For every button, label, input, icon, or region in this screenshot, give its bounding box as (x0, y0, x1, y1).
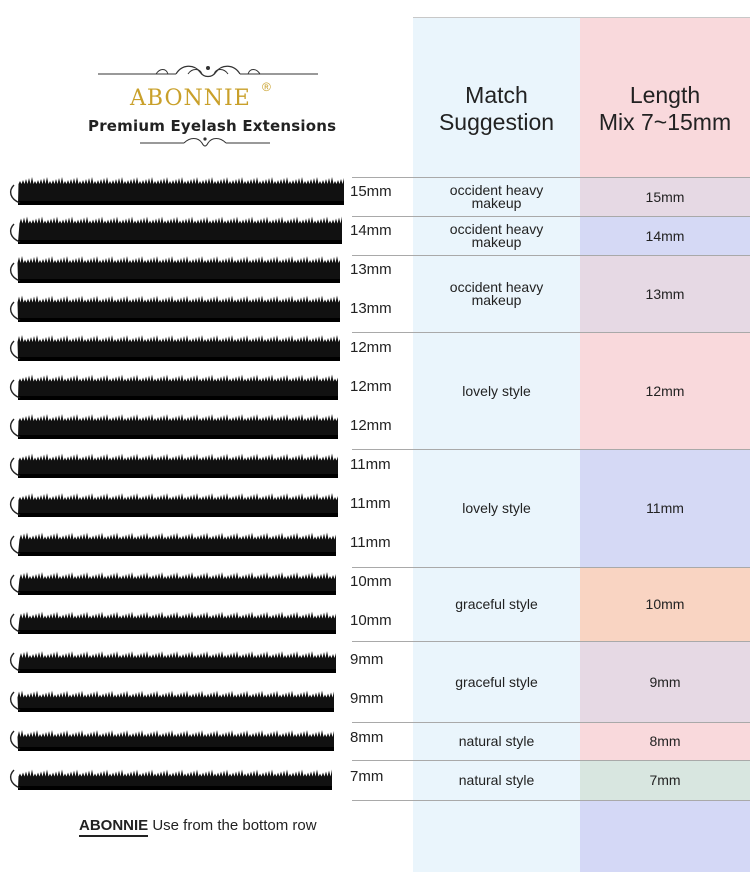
match-cell-line: makeup (471, 292, 522, 308)
lash-strip (9, 256, 340, 283)
length-cell-bg (580, 568, 750, 641)
length-cell-bg (580, 333, 750, 449)
match-cell: natural style (413, 723, 580, 760)
match-cell-line: occident heavy (449, 279, 544, 295)
strip-length-label: 7mm (350, 768, 384, 785)
lash-strip (9, 295, 340, 322)
lash-strip (9, 216, 342, 244)
strip-length-label: 12mm (350, 339, 392, 356)
row-divider (352, 567, 750, 568)
ornament-top-icon (98, 65, 318, 78)
lash-strip (9, 730, 334, 751)
brand-logo: ABONNIE (130, 86, 251, 111)
lash-strip (9, 493, 338, 517)
length-cell: 9mm (649, 673, 681, 690)
length-header: Length Mix 7~15mm (580, 82, 750, 136)
registered-mark: ® (262, 80, 271, 94)
lash-strip (9, 769, 332, 790)
usage-note: ABONNIE Use from the bottom row (79, 817, 317, 837)
lash-strip (9, 374, 338, 400)
strip-length-label: 9mm (350, 651, 384, 668)
match-cell-line: graceful style (455, 673, 538, 690)
lash-strip (9, 177, 344, 205)
length-cell-bg (580, 642, 750, 722)
match-cell: natural style (413, 761, 580, 800)
strip-length-label: 14mm (350, 222, 392, 239)
match-cell: graceful style (413, 568, 580, 641)
length-cell: 8mm (649, 733, 681, 749)
usage-note-brand: ABONNIE (79, 817, 149, 837)
length-cell-bg (580, 450, 750, 567)
match-cell-line: natural style (458, 772, 535, 788)
strip-length-label: 10mm (350, 573, 392, 590)
row-divider (352, 722, 750, 723)
ornament-bottom-icon (140, 137, 270, 147)
row-divider (352, 177, 750, 178)
strip-length-label: 11mm (350, 534, 391, 551)
usage-note-text: Use from the bottom row (148, 817, 317, 834)
length-cell-bg (580, 256, 750, 332)
length-cell-bg (580, 178, 750, 216)
lash-strip (9, 690, 334, 712)
row-divider (352, 800, 750, 801)
match-header: Match Suggestion (413, 82, 580, 136)
strip-length-label: 11mm (350, 456, 391, 473)
length-cell: 13mm (645, 285, 685, 302)
row-divider (352, 449, 750, 450)
strip-length-label: 10mm (350, 612, 392, 629)
length-cell: 7mm (649, 772, 681, 788)
match-cell: lovely style (413, 450, 580, 567)
lash-strip (9, 453, 338, 478)
length-cell: 12mm (645, 382, 685, 399)
strip-length-label: 13mm (350, 300, 392, 317)
lash-strip (9, 611, 336, 634)
length-header-line1: Length (629, 82, 701, 108)
length-cell-bg (580, 723, 750, 760)
lash-strip (9, 651, 336, 673)
match-cell-line: makeup (471, 195, 522, 211)
match-header-line2: Suggestion (438, 109, 555, 135)
length-cell-bg (580, 761, 750, 800)
match-cell-line: makeup (471, 234, 522, 250)
strip-length-label: 12mm (350, 378, 392, 395)
brand-tagline: Premium Eyelash Extensions (88, 117, 337, 135)
row-divider (352, 641, 750, 642)
length-header-line2: Mix 7~15mm (598, 109, 732, 135)
lash-tray (9, 177, 344, 790)
match-header-line1: Match (465, 82, 528, 108)
strip-length-label: 8mm (350, 729, 384, 746)
strip-length-label: 9mm (350, 690, 384, 707)
match-cell: occident heavy makeup (413, 178, 580, 216)
length-cell: 15mm (645, 188, 685, 205)
match-cell-line: lovely style (462, 382, 531, 399)
match-cell-line: natural style (458, 733, 535, 749)
row-divider (352, 216, 750, 217)
length-cell: 11mm (646, 500, 684, 516)
match-cell: graceful style (413, 642, 580, 722)
match-cell: occident heavy makeup (413, 217, 580, 255)
table-top-border (413, 17, 750, 18)
strip-length-label: 11mm (350, 495, 391, 512)
strip-length-label: 15mm (350, 183, 392, 200)
match-cell: occident heavy makeup (413, 256, 580, 332)
row-divider (352, 332, 750, 333)
strip-length-label: 12mm (350, 417, 392, 434)
match-cell-line: occident heavy (449, 182, 544, 198)
length-cell: 14mm (645, 227, 685, 244)
match-cell: lovely style (413, 333, 580, 449)
strip-length-label: 13mm (350, 261, 392, 278)
lash-strip (9, 335, 340, 361)
row-divider (352, 760, 750, 761)
match-cell-line: lovely style (462, 500, 531, 516)
match-cell-line: graceful style (455, 596, 538, 612)
lash-strip (9, 414, 338, 439)
match-column (413, 17, 580, 872)
lash-strip (9, 572, 336, 595)
match-cell-line: occident heavy (449, 221, 544, 237)
lash-strip (9, 532, 336, 556)
length-cell-bg (580, 217, 750, 255)
length-cell: 10mm (645, 596, 685, 612)
row-divider (352, 255, 750, 256)
length-column-footer (580, 800, 750, 872)
